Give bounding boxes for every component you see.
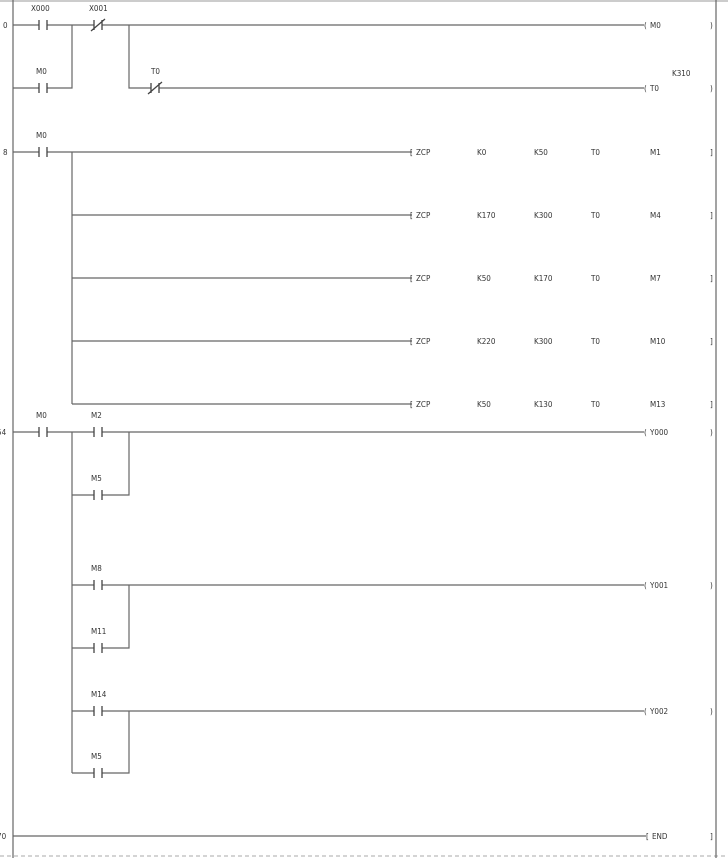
rung-54: M0 [13,411,644,774]
contact-label: M5 [91,752,102,761]
opcode: ZCP [416,274,431,283]
coil-close: ) [710,707,713,716]
end-rung: [ END ] [13,832,713,841]
step-number: 54 [0,428,7,437]
step-number: 0 [3,21,8,30]
operand-s: T0 [590,337,600,346]
zcp-instructions: [ZCP K0 K50 T0 M1][ZCP K170 K300 T0 M4][ZCP K50 K1… [410,148,713,409]
nc-contact-x001[interactable] [90,18,106,32]
contact-label: M8 [91,564,102,573]
operand-s2: K300 [534,211,553,220]
contact-label: M14 [91,690,107,699]
rung-0: X000 X001 M0 T0 ( M0 ) ( T0 ) K310 [13,4,713,95]
no-contact-m0[interactable] [38,427,48,437]
opcode: ZCP [416,211,431,220]
coil-close: ) [710,84,713,93]
operand-d: M7 [650,274,661,283]
bracket-open: [ [410,337,413,346]
contact-label: T0 [150,67,160,76]
operand-d: M13 [650,400,665,409]
operand-d: M1 [650,148,661,157]
zcp-instruction[interactable]: [ZCP K50 K130 T0 M13] [410,400,713,409]
operand-s2: K50 [534,148,548,157]
operand-d: M10 [650,337,666,346]
no-contact[interactable] [93,768,103,778]
contact-label: X000 [31,4,50,13]
bracket-close: ] [710,832,713,841]
zcp-instruction[interactable]: [ZCP K50 K170 T0 M7] [410,274,713,283]
coil-close: ) [710,581,713,590]
opcode: ZCP [416,400,431,409]
coil[interactable]: Y001 [649,581,668,590]
output-branch: M2 M5 (Y000) [91,411,713,500]
operand-s1: K50 [477,274,491,283]
operand-s1: K0 [477,148,487,157]
coil-m0[interactable]: M0 [650,21,661,30]
contact-label: X001 [89,4,108,13]
no-contact[interactable] [93,643,103,653]
operand-s1: K220 [477,337,496,346]
coil-open: ( [644,21,647,30]
bracket-close: ] [710,148,713,157]
bracket-close: ] [710,337,713,346]
coil-close: ) [710,21,713,30]
bracket-close: ] [710,211,713,220]
operand-s: T0 [590,148,600,157]
contact-label: M11 [91,627,106,636]
bracket-open: [ [646,832,649,841]
opcode: ZCP [416,148,431,157]
step-number: 8 [3,148,8,157]
coil-t0[interactable]: T0 [649,84,659,93]
bracket-open: [ [410,400,413,409]
step-number: 70 [0,832,7,841]
coil-open: ( [644,84,647,93]
zcp-instruction[interactable]: [ZCP K220 K300 T0 M10] [410,337,713,346]
coil-open: ( [644,581,647,590]
bracket-open: [ [410,274,413,283]
no-contact[interactable] [93,427,103,437]
no-contact-m0[interactable] [38,83,48,93]
coil[interactable]: Y002 [649,707,668,716]
coil-close: ) [710,428,713,437]
contact-label: M0 [36,67,47,76]
opcode: ZCP [416,337,431,346]
contact-label: M0 [36,411,47,420]
no-contact[interactable] [93,706,103,716]
operand-s1: K170 [477,211,496,220]
output-branch: M14 M5 (Y002) [91,690,713,778]
operand-s2: K170 [534,274,553,283]
operand-s: T0 [590,274,600,283]
rung-8: M0 [13,131,412,405]
coil[interactable]: Y000 [649,428,669,437]
zcp-instruction[interactable]: [ZCP K170 K300 T0 M4] [410,211,713,220]
contact-label: M2 [91,411,102,420]
coil-open: ( [644,707,647,716]
operand-s2: K130 [534,400,553,409]
end-instruction[interactable]: END [652,832,668,841]
no-contact-x000[interactable] [38,20,48,30]
bracket-close: ] [710,400,713,409]
no-contact-m0[interactable] [38,147,48,157]
coil-open: ( [644,428,647,437]
contact-label: M0 [36,131,47,140]
zcp-instruction[interactable]: [ZCP K0 K50 T0 M1] [410,148,713,157]
nc-contact-t0[interactable] [147,81,163,95]
bracket-open: [ [410,211,413,220]
no-contact[interactable] [93,490,103,500]
bracket-open: [ [410,148,413,157]
no-contact[interactable] [93,580,103,590]
timer-preset: K310 [672,69,691,78]
contact-label: M5 [91,474,102,483]
operand-d: M4 [650,211,661,220]
operand-s: T0 [590,400,600,409]
output-branch: M8 M11 (Y001) [91,564,713,653]
operand-s1: K50 [477,400,491,409]
bracket-close: ] [710,274,713,283]
operand-s: T0 [590,211,600,220]
operand-s2: K300 [534,337,553,346]
